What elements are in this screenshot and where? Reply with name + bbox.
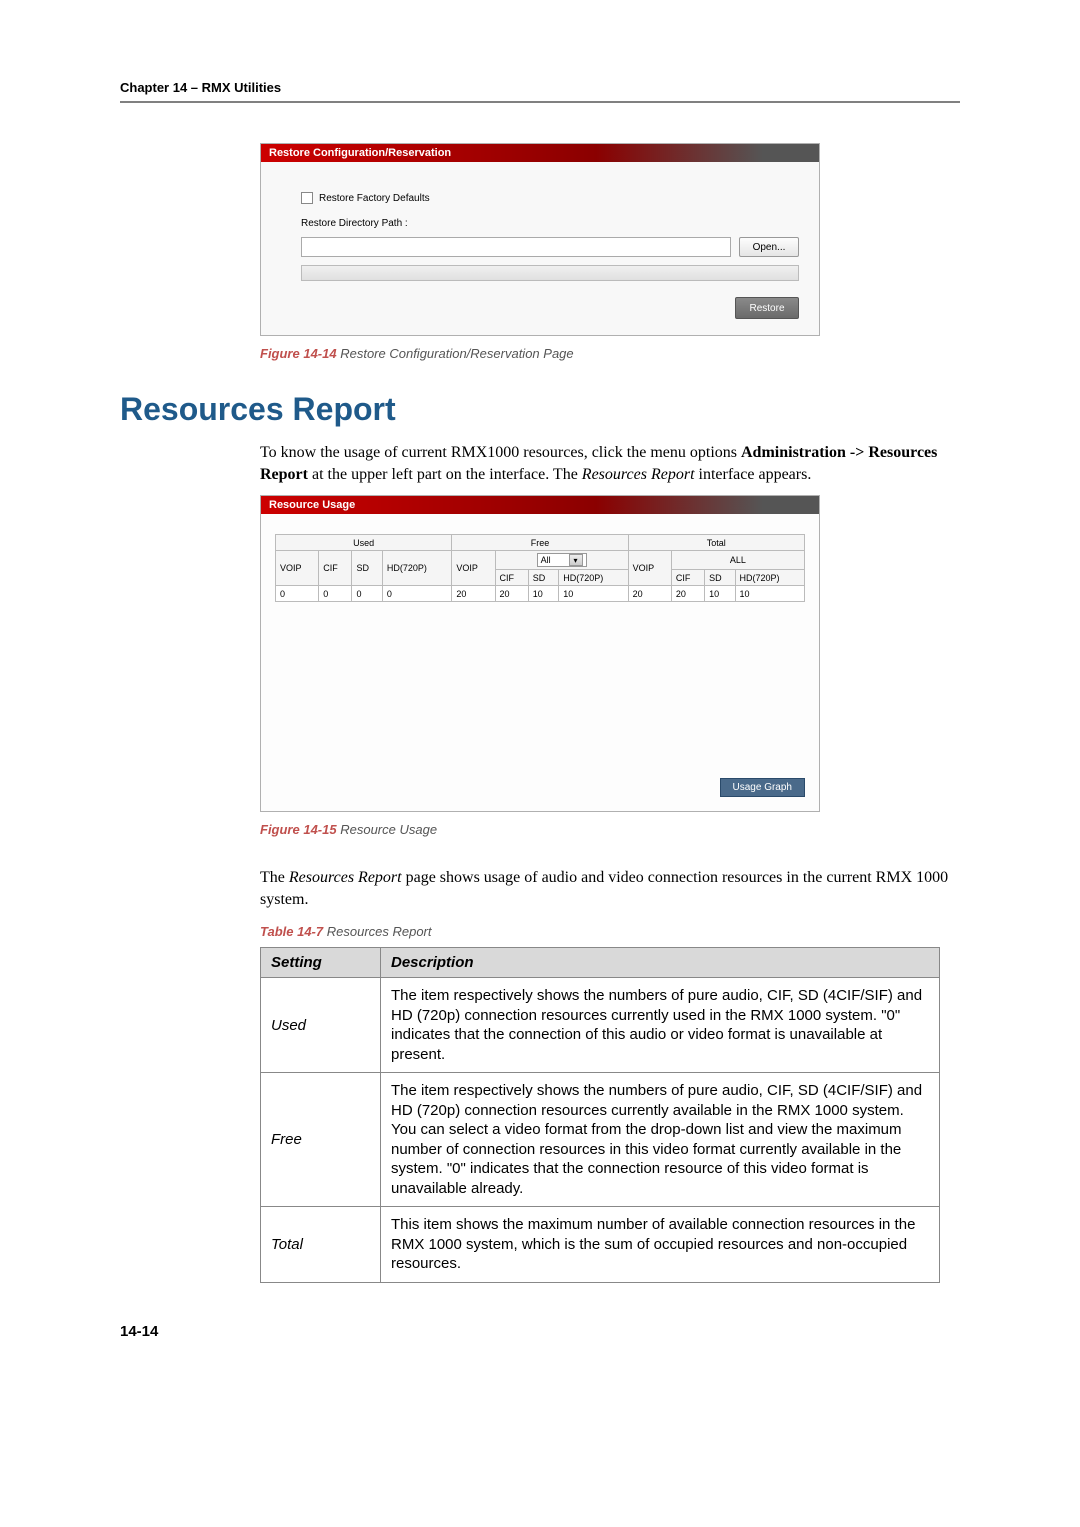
th-description: Description [381,948,940,978]
resource-usage-panel: Resource Usage Used Free Total VOIP CIF … [260,495,820,812]
total-sub: ALL [671,551,804,570]
resource-table-space [275,602,805,772]
chevron-down-icon: ▾ [569,554,583,566]
val-free-voip: 20 [452,586,495,602]
resources-report-table: Setting Description Used The item respec… [260,947,940,1283]
figure-number-2: Figure 14-15 [260,822,337,837]
val-total-sd: 10 [705,586,735,602]
table-row: Total This item shows the maximum number… [261,1207,940,1283]
restore-panel-title: Restore Configuration/Reservation [261,144,819,162]
free-format-dropdown[interactable]: All ▾ [537,553,587,567]
table-row: Used The item respectively shows the num… [261,978,940,1073]
val-used-sd: 0 [352,586,382,602]
restore-config-panel: Restore Configuration/Reservation Restor… [260,143,820,336]
col-used-sd: SD [352,551,382,586]
col-total-voip: VOIP [628,551,671,586]
setting-free: Free [261,1073,381,1207]
open-button[interactable]: Open... [739,237,799,257]
val-total-hd: 10 [735,586,804,602]
setting-total: Total [261,1207,381,1283]
th-setting: Setting [261,948,381,978]
col-total-sd: SD [705,570,735,586]
col-free-voip: VOIP [452,551,495,586]
para1-c: at the upper left part on the interface.… [308,466,582,483]
section-title: Resources Report [120,391,960,428]
figure-caption-text: Restore Configuration/Reservation Page [340,346,573,361]
col-used-voip: VOIP [276,551,319,586]
val-used-hd: 0 [382,586,451,602]
table-number: Table 14-7 [260,924,323,939]
group-free: Free [452,535,628,551]
para1-e: interface appears. [695,466,812,483]
resource-usage-title: Resource Usage [261,496,819,514]
para1-a: To know the usage of current RMX1000 res… [260,444,741,461]
page-number: 14-14 [120,1323,960,1340]
restore-button[interactable]: Restore [735,297,799,319]
val-used-cif: 0 [319,586,352,602]
val-free-sd: 10 [528,586,558,602]
paragraph-1: To know the usage of current RMX1000 res… [260,442,960,485]
group-total: Total [628,535,804,551]
col-total-hd: HD(720P) [735,570,804,586]
restore-factory-defaults-checkbox[interactable] [301,192,313,204]
setting-used: Used [261,978,381,1073]
desc-total: This item shows the maximum number of av… [381,1207,940,1283]
val-free-hd: 10 [559,586,628,602]
desc-used: The item respectively shows the numbers … [381,978,940,1073]
val-total-cif: 20 [671,586,704,602]
chapter-header: Chapter 14 – RMX Utilities [120,80,960,103]
paragraph-2: The Resources Report page shows usage of… [260,867,960,910]
col-free-cif: CIF [495,570,528,586]
resource-data-row: 0 0 0 0 20 20 10 10 20 20 10 10 [276,586,805,602]
resource-usage-table: Used Free Total VOIP CIF SD HD(720P) VOI… [275,534,805,602]
table-14-7-caption: Table 14-7 Resources Report [260,924,960,939]
restore-path-input[interactable] [301,237,731,257]
col-free-sd: SD [528,570,558,586]
figure-caption-text-2: Resource Usage [340,822,437,837]
val-used-voip: 0 [276,586,319,602]
restore-progress-bar [301,265,799,281]
para2-b: Resources Report [289,869,402,886]
desc-free: The item respectively shows the numbers … [381,1073,940,1207]
figure-number: Figure 14-14 [260,346,337,361]
figure-14-15-caption: Figure 14-15 Resource Usage [260,822,960,837]
restore-path-label: Restore Directory Path : [301,218,799,229]
free-dropdown-value: All [541,555,551,565]
col-used-hd: HD(720P) [382,551,451,586]
figure-14-14-caption: Figure 14-14 Restore Configuration/Reser… [260,346,960,361]
col-used-cif: CIF [319,551,352,586]
table-row: Free The item respectively shows the num… [261,1073,940,1207]
free-dropdown-cell: All ▾ [495,551,628,570]
para2-a: The [260,869,289,886]
col-free-hd: HD(720P) [559,570,628,586]
val-total-voip: 20 [628,586,671,602]
table-name: Resources Report [327,924,432,939]
usage-graph-button[interactable]: Usage Graph [720,778,805,797]
col-total-cif: CIF [671,570,704,586]
val-free-cif: 20 [495,586,528,602]
restore-factory-defaults-label: Restore Factory Defaults [319,193,430,204]
para1-d: Resources Report [582,466,695,483]
group-used: Used [276,535,452,551]
